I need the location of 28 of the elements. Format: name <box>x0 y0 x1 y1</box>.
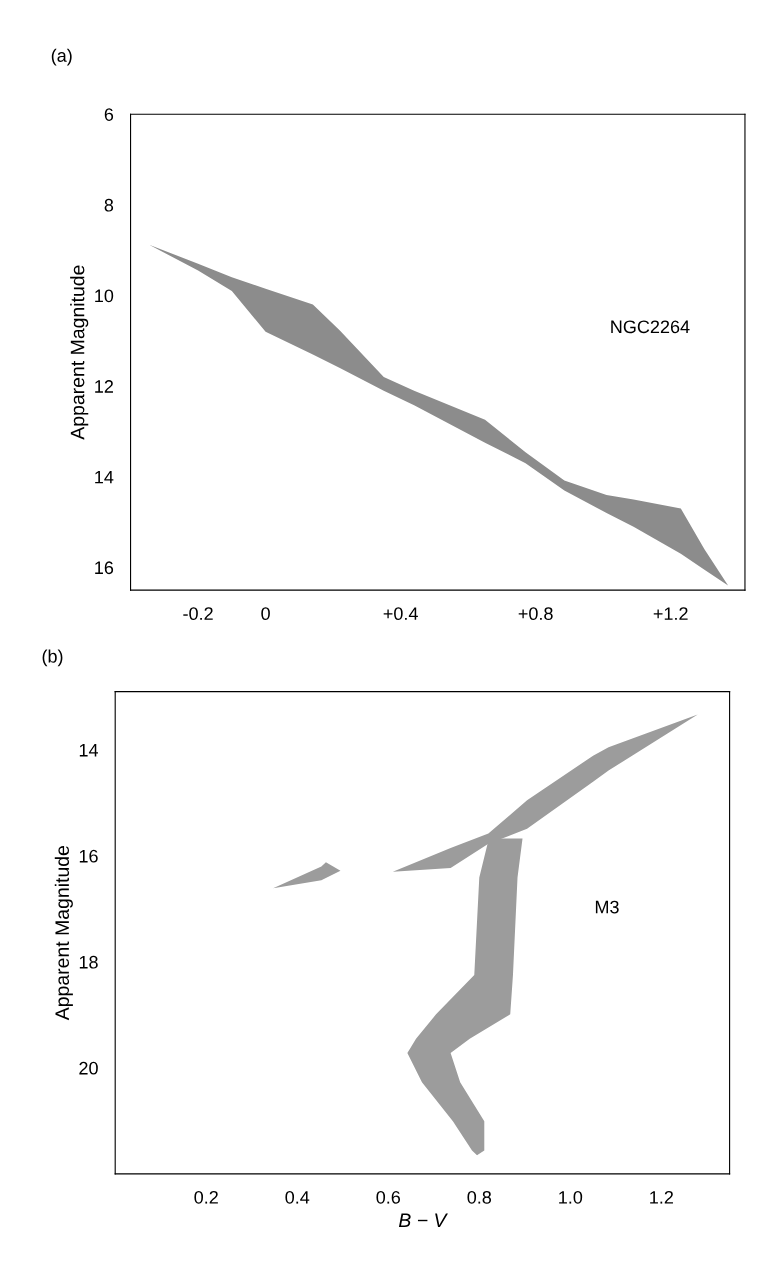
x-tick-label: 0 <box>261 607 270 621</box>
y-tick-label: 10 <box>95 289 114 303</box>
y-tick-label: 12 <box>95 380 113 393</box>
y-tick-label: 20 <box>79 1061 98 1075</box>
y-tick-label: 16 <box>95 561 114 575</box>
y-tick-label: 14 <box>95 470 114 484</box>
x-tick-label: 0.2 <box>194 1190 218 1204</box>
y-tick-label: 16 <box>79 849 98 863</box>
x-tick-label: 1.2 <box>650 1190 673 1204</box>
x-tick-label: 0.4 <box>285 1190 310 1204</box>
x-tick-label: +0.8 <box>518 607 553 621</box>
x-tick-label: +1.2 <box>653 607 688 620</box>
x-tick-label: +0.4 <box>383 607 418 621</box>
x-tick-label: 1.0 <box>559 1190 583 1204</box>
y-tick-label: 14 <box>79 744 99 757</box>
y-axis-title: Apparent Magnitude <box>70 265 89 440</box>
annotation: NGC2264 <box>611 320 690 334</box>
y-tick-label: 18 <box>79 955 98 969</box>
text: (b) <box>42 649 63 667</box>
x-tick-label: 0.6 <box>376 1190 401 1204</box>
text: (a) <box>51 48 72 66</box>
y-tick-label: 6 <box>104 108 114 121</box>
y-tick-label: 8 <box>104 198 114 212</box>
x-axis-title: B − V <box>398 1213 448 1227</box>
annotation: M3 <box>595 900 619 914</box>
x-tick-label: 0.8 <box>467 1190 492 1204</box>
x-tick-label: -0.2 <box>183 607 213 621</box>
y-axis-title: Apparent Magnitude <box>54 846 73 1021</box>
